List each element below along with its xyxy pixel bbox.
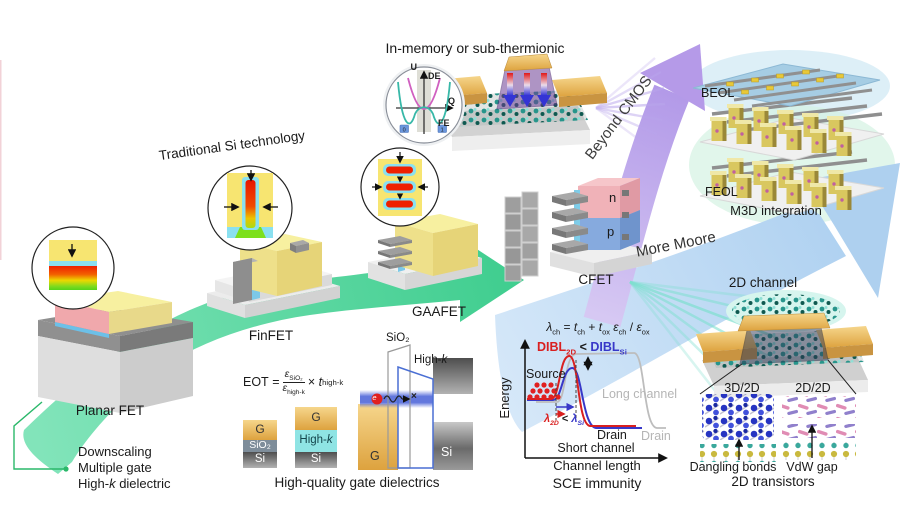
drain-short-label: Drain <box>597 428 627 442</box>
finfet-illustration <box>207 234 340 318</box>
gaa-heat-inset <box>360 147 440 227</box>
cfet-p-label: p <box>607 224 615 239</box>
inset-de-label: DE <box>428 71 441 81</box>
inset-u-label: U <box>411 62 418 72</box>
dielectrics-caption: High-quality gate dielectrics <box>274 475 440 490</box>
purple-rays <box>595 57 666 148</box>
stack1-si-label: Si <box>254 453 266 465</box>
in-memory-title: In-memory or sub-thermionic <box>385 40 565 56</box>
fin-heat-inset <box>207 165 293 251</box>
lambda-comparison: λ2D < λSi <box>544 413 584 428</box>
cfet-illustration <box>550 178 652 277</box>
gate-stack-highk <box>295 407 337 468</box>
source-label: Source <box>526 367 566 381</box>
2d-channel-illustration <box>696 290 873 398</box>
inset-q-label: Q <box>448 96 455 106</box>
panel-edge-artifact <box>0 60 2 260</box>
2d-short-channel-curve <box>527 354 636 427</box>
planar-heat-inset <box>31 226 115 310</box>
stack2-g-label: G <box>311 410 321 424</box>
m3d-caption: M3D integration <box>730 203 822 218</box>
stack2-si-label: Si <box>310 453 322 465</box>
finfet-label: FinFET <box>248 328 294 343</box>
sce-ylabel: Energy <box>497 377 513 419</box>
long-channel-label: Long channel <box>602 387 678 401</box>
2d2d-interface-panel <box>780 396 856 460</box>
gaafet-label: GAAFET <box>411 304 467 319</box>
stack2-ox-label: High-k <box>299 434 333 446</box>
short-channel-label: Short channel <box>557 441 635 455</box>
m3d-illustration <box>692 63 885 215</box>
band-highk-label: High-k <box>414 354 448 366</box>
band-sio2-label: SiO₂ <box>386 332 410 344</box>
cfet-n-label: n <box>609 190 617 205</box>
feol-label: FEOL <box>705 185 738 199</box>
evolution-green-arrow <box>23 238 525 474</box>
2d-channel-label: 2D channel <box>728 275 798 290</box>
legend-connector <box>13 401 69 472</box>
lambda-equation: λch = tch + tox εch / εox <box>546 320 650 337</box>
eot-equation: EOT = εSiO₂ εhigh-k × t high-k <box>243 368 344 397</box>
beol-label: BEOL <box>701 86 735 100</box>
inset-state1: 1 <box>441 128 444 134</box>
gate-stack-sio2 <box>243 420 277 468</box>
band-diagram <box>358 344 473 470</box>
2d-transistors-caption: 2D transistors <box>731 474 815 489</box>
ferroelectric-inset: U Q DE FE 0 1 <box>383 62 465 146</box>
vdw-gap-label: VdW gap <box>786 460 838 474</box>
planar-fet-illustration <box>38 291 193 413</box>
source-carriers <box>527 382 561 400</box>
dangling-bonds-label: Dangling bonds <box>689 460 777 474</box>
legend-item-highk: High-k dielectric <box>78 476 171 491</box>
inset-state0: 0 <box>403 128 406 134</box>
planar-fet-label: Planar FET <box>75 403 145 418</box>
2d2d-label: 2D/2D <box>795 381 831 395</box>
teal-rays <box>628 280 784 393</box>
3d2d-interface-panel <box>700 394 776 462</box>
cfet-label: CFET <box>578 272 614 287</box>
long-channel-curve <box>536 352 666 429</box>
band-electron-label: e <box>372 393 377 402</box>
inset-fe-label: FE <box>438 118 450 128</box>
sce-plot <box>520 339 668 463</box>
drain-long-label: Drain <box>641 429 671 443</box>
sce-caption: SCE immunity <box>552 475 642 491</box>
brick-wall <box>504 191 539 282</box>
dibl-comparison: DIBL2D < DIBLSi <box>537 340 627 357</box>
band-g-label: G <box>370 449 380 463</box>
stack1-g-label: G <box>255 422 265 436</box>
legend-item-downscaling: Downscaling <box>78 444 152 459</box>
stack1-ox-label: SiO₂ <box>249 439 271 451</box>
gate-field-arrows <box>503 73 551 107</box>
3d2d-label: 3D/2D <box>724 381 760 395</box>
legend-item-multiple-gate: Multiple gate <box>78 460 152 475</box>
sce-xlabel: Channel length <box>553 458 641 473</box>
band-si-label: Si <box>441 445 453 459</box>
band-blocked-mark: × <box>411 391 417 402</box>
